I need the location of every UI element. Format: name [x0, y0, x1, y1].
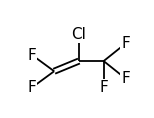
Text: F: F: [28, 48, 37, 63]
Text: F: F: [28, 80, 37, 95]
Text: F: F: [121, 36, 130, 51]
Text: F: F: [121, 71, 130, 86]
Text: Cl: Cl: [71, 27, 86, 42]
Text: F: F: [99, 80, 108, 95]
